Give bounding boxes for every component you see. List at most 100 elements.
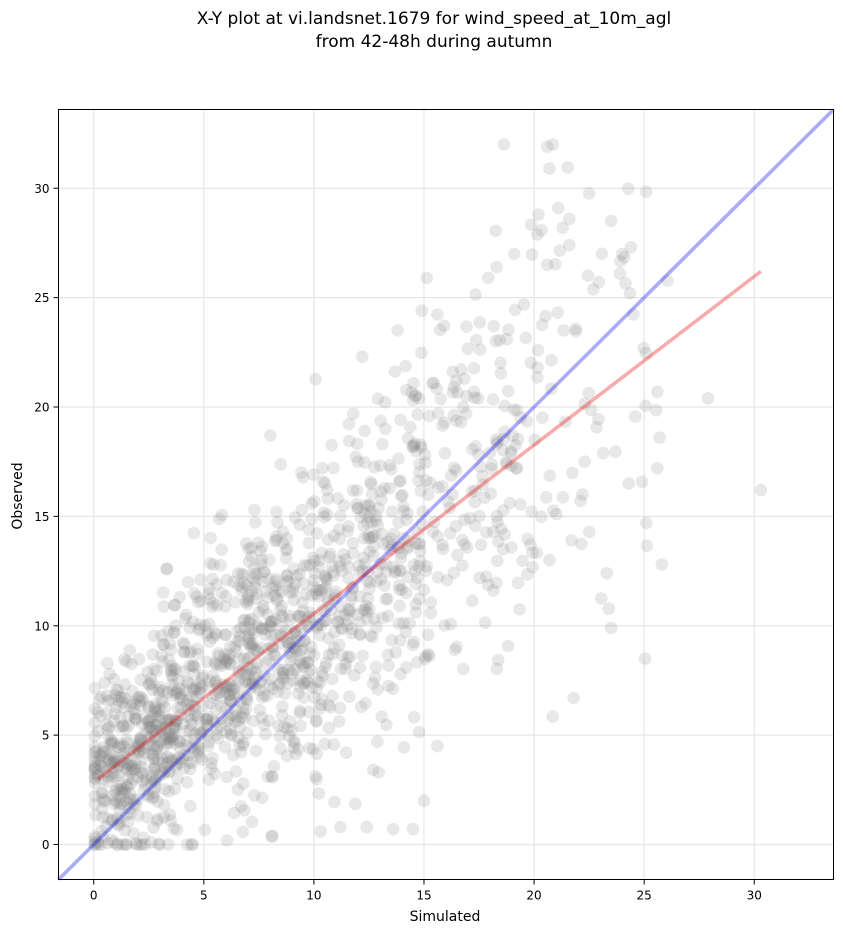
scatter-point [272,583,286,597]
scatter-point [178,683,191,697]
scatter-point [505,459,518,472]
scatter-point [165,713,179,726]
scatter-point [137,746,151,760]
scatter-point [556,221,569,234]
scatter-point [105,756,119,770]
scatter-point [198,619,212,632]
scatter-point [137,783,151,797]
scatter-point [134,733,147,746]
scatter-point [144,720,158,734]
scatter-point [299,588,312,601]
scatter-point [332,638,346,652]
scatter-point [525,505,538,519]
scatter-point [596,446,610,460]
scatter-point [232,579,246,592]
scatter-point [107,836,120,849]
scatter-point [221,714,235,727]
scatter-point [314,698,328,712]
scatter-point [188,700,202,714]
scatter-point [496,504,510,517]
scatter-point [108,785,122,798]
scatter-point [298,677,311,691]
scatter-point [294,466,308,479]
scatter-point [178,638,191,651]
scatter-point [357,531,371,545]
scatter-point [346,581,360,594]
scatter-point [222,652,235,665]
scatter-point [203,635,216,648]
scatter-point [164,814,177,827]
scatter-point [187,684,201,697]
scatter-point [271,685,284,698]
scatter-point [156,755,170,769]
scatter-point [126,759,139,773]
scatter-point [161,713,175,727]
scatter-point [244,640,257,654]
scatter-point [298,634,311,648]
scatter-point [409,389,423,402]
scatter-point [421,628,435,642]
scatter-point [161,730,175,743]
scatter-point [339,553,352,566]
scatter-point [218,657,232,671]
scatter-point [153,680,167,694]
scatter-point [516,554,529,568]
scatter-point [365,487,379,501]
scatter-point [358,557,372,570]
scatter-point [109,770,122,784]
scatter-point [353,661,367,674]
scatter-point [206,713,219,727]
scatter-point [548,258,562,271]
scatter-point [191,711,205,724]
scatter-point [153,703,167,716]
scatter-point [160,750,174,764]
x-tick-label: 5 [200,889,208,903]
scatter-point [165,754,179,768]
scatter-point [310,772,323,786]
scatter-point [257,565,270,579]
scatter-point [393,475,406,488]
scatter-point [486,393,500,406]
scatter-point [377,537,391,551]
scatter-point [341,618,354,632]
scatter-point [196,669,210,682]
scatter-point [226,748,240,762]
scatter-point [168,599,181,612]
scatter-point [569,325,583,338]
scatter-point [278,687,292,701]
scatter-point [307,580,320,593]
scatter-point [640,539,654,553]
scatter-point [489,433,503,446]
scatter-point [392,516,405,529]
scatter-point [101,694,115,708]
scatter-point [174,687,187,700]
scatter-point [310,583,324,597]
scatter-point [375,710,389,724]
scatter-point [120,838,133,851]
scatter-point [566,466,579,480]
scatter-point [223,722,237,736]
scatter-point [170,757,184,771]
scatter-point [88,771,102,784]
scatter-point [241,652,254,666]
scatter-point [276,663,290,677]
scatter-point [328,591,341,605]
scatter-point [422,409,436,423]
scatter-point [341,650,355,664]
scatter-point [374,459,387,472]
scatter-point [302,620,316,634]
scatter-point [266,581,280,595]
scatter-point [202,739,215,753]
scatter-point [114,754,128,767]
scatter-point [281,677,294,690]
scatter-point [150,741,164,755]
scatter-point [257,688,271,702]
scatter-point [142,732,156,745]
scatter-point [312,618,325,631]
y-tick-label: 10 [34,619,49,633]
scatter-point [131,770,145,784]
scatter-point [349,797,362,811]
scatter-point [212,731,225,745]
scatter-point [155,693,169,707]
scatter-point [283,715,297,728]
